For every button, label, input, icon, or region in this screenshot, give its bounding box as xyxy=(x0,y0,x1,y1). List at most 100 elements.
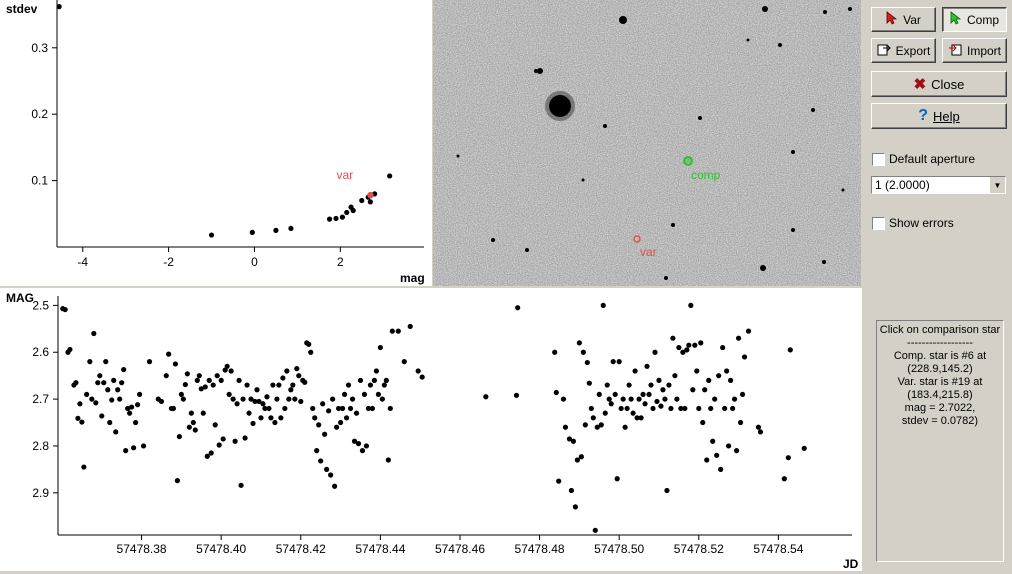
lc-point[interactable] xyxy=(618,405,624,412)
stdev-mag-chart[interactable]: stdev mag -4 -2 0 2 0.1 0.2 0.3 var xyxy=(0,0,432,286)
lc-point[interactable] xyxy=(578,454,584,460)
lc-point[interactable] xyxy=(89,396,95,402)
lc-point[interactable] xyxy=(254,387,260,393)
lc-point[interactable] xyxy=(728,377,734,383)
lc-point[interactable] xyxy=(694,368,700,374)
lc-point[interactable] xyxy=(129,404,135,410)
lc-point[interactable] xyxy=(238,482,244,488)
comp-button[interactable]: Comp xyxy=(942,7,1007,32)
lc-point[interactable] xyxy=(337,419,344,426)
lc-point[interactable] xyxy=(146,359,153,365)
lc-point[interactable] xyxy=(266,405,272,412)
lc-point[interactable] xyxy=(234,401,240,407)
lc-point[interactable] xyxy=(612,391,618,398)
lc-point[interactable] xyxy=(324,466,330,472)
lc-point[interactable] xyxy=(109,397,115,403)
stdev-point[interactable] xyxy=(350,207,356,214)
lc-point[interactable] xyxy=(194,377,200,383)
lc-point[interactable] xyxy=(345,382,352,388)
lc-point[interactable] xyxy=(582,422,588,428)
export-button[interactable]: Export xyxy=(871,38,936,63)
lc-point[interactable] xyxy=(688,302,694,308)
lc-point[interactable] xyxy=(220,436,226,442)
lc-point[interactable] xyxy=(316,422,322,428)
lc-point[interactable] xyxy=(365,405,372,412)
lc-point[interactable] xyxy=(119,380,125,386)
lc-point[interactable] xyxy=(322,431,328,437)
lc-point[interactable] xyxy=(332,483,338,489)
lc-point[interactable] xyxy=(230,396,236,402)
lc-point[interactable] xyxy=(218,377,224,383)
lc-point[interactable] xyxy=(656,377,662,383)
stdev-mag-svg[interactable]: stdev mag -4 -2 0 2 0.1 0.2 0.3 var xyxy=(0,0,432,286)
lc-point[interactable] xyxy=(592,527,598,533)
lc-point[interactable] xyxy=(200,410,206,416)
lc-point[interactable] xyxy=(632,368,638,374)
lc-point[interactable] xyxy=(256,398,262,405)
lc-point[interactable] xyxy=(335,405,342,412)
lc-point[interactable] xyxy=(704,457,710,463)
lc-point[interactable] xyxy=(202,384,208,390)
lc-point[interactable] xyxy=(286,396,292,402)
lc-point[interactable] xyxy=(232,438,238,444)
lc-point[interactable] xyxy=(113,429,119,435)
stdev-point[interactable] xyxy=(339,214,346,220)
lc-point[interactable] xyxy=(395,328,401,334)
lc-point[interactable] xyxy=(716,373,722,379)
lc-point[interactable] xyxy=(84,391,90,398)
lc-point[interactable] xyxy=(115,387,121,393)
lc-point[interactable] xyxy=(377,344,383,351)
lc-point[interactable] xyxy=(785,455,791,461)
lc-point[interactable] xyxy=(598,422,604,428)
import-button[interactable]: Import xyxy=(942,38,1007,63)
lc-point[interactable] xyxy=(95,380,101,386)
lc-point[interactable] xyxy=(387,405,393,412)
lc-point[interactable] xyxy=(584,359,590,366)
lc-point[interactable] xyxy=(624,405,630,412)
lc-point[interactable] xyxy=(570,438,577,444)
var-star-point[interactable] xyxy=(367,191,374,199)
lc-point[interactable] xyxy=(93,400,99,406)
lc-point[interactable] xyxy=(333,424,340,430)
lc-point[interactable] xyxy=(730,405,736,412)
lc-point[interactable] xyxy=(614,476,620,482)
lc-point[interactable] xyxy=(326,408,332,414)
lc-point[interactable] xyxy=(339,405,346,412)
lc-point[interactable] xyxy=(359,448,366,454)
lc-point[interactable] xyxy=(158,398,165,405)
lc-point[interactable] xyxy=(224,363,230,369)
lc-point[interactable] xyxy=(572,504,578,510)
lc-point[interactable] xyxy=(552,349,558,355)
lc-point[interactable] xyxy=(654,398,660,405)
lc-point[interactable] xyxy=(236,377,242,383)
lc-point[interactable] xyxy=(318,458,324,464)
stdev-point[interactable] xyxy=(208,232,215,238)
lc-point[interactable] xyxy=(125,405,131,412)
lc-point[interactable] xyxy=(741,354,748,360)
lc-point[interactable] xyxy=(684,347,690,353)
lc-point[interactable] xyxy=(401,359,407,365)
lc-point[interactable] xyxy=(594,424,600,430)
lc-point[interactable] xyxy=(178,391,184,398)
lc-point[interactable] xyxy=(636,396,642,402)
lc-point[interactable] xyxy=(702,387,708,393)
lc-point[interactable] xyxy=(75,415,81,421)
lc-point[interactable] xyxy=(622,424,628,430)
lc-point[interactable] xyxy=(204,453,210,459)
lc-point[interactable] xyxy=(660,387,666,393)
lc-point[interactable] xyxy=(650,405,656,412)
lc-point[interactable] xyxy=(302,379,308,385)
lc-point[interactable] xyxy=(101,380,107,386)
lc-point[interactable] xyxy=(706,377,712,383)
lc-point[interactable] xyxy=(596,391,602,398)
lc-point[interactable] xyxy=(252,398,258,405)
lc-point[interactable] xyxy=(278,415,284,421)
lc-point[interactable] xyxy=(250,420,256,427)
lc-point[interactable] xyxy=(606,396,612,402)
lc-point[interactable] xyxy=(246,410,252,416)
lc-point[interactable] xyxy=(105,387,111,393)
lc-point[interactable] xyxy=(310,405,316,412)
lc-point[interactable] xyxy=(670,335,676,341)
lc-point[interactable] xyxy=(630,410,636,416)
lc-point[interactable] xyxy=(192,427,198,433)
